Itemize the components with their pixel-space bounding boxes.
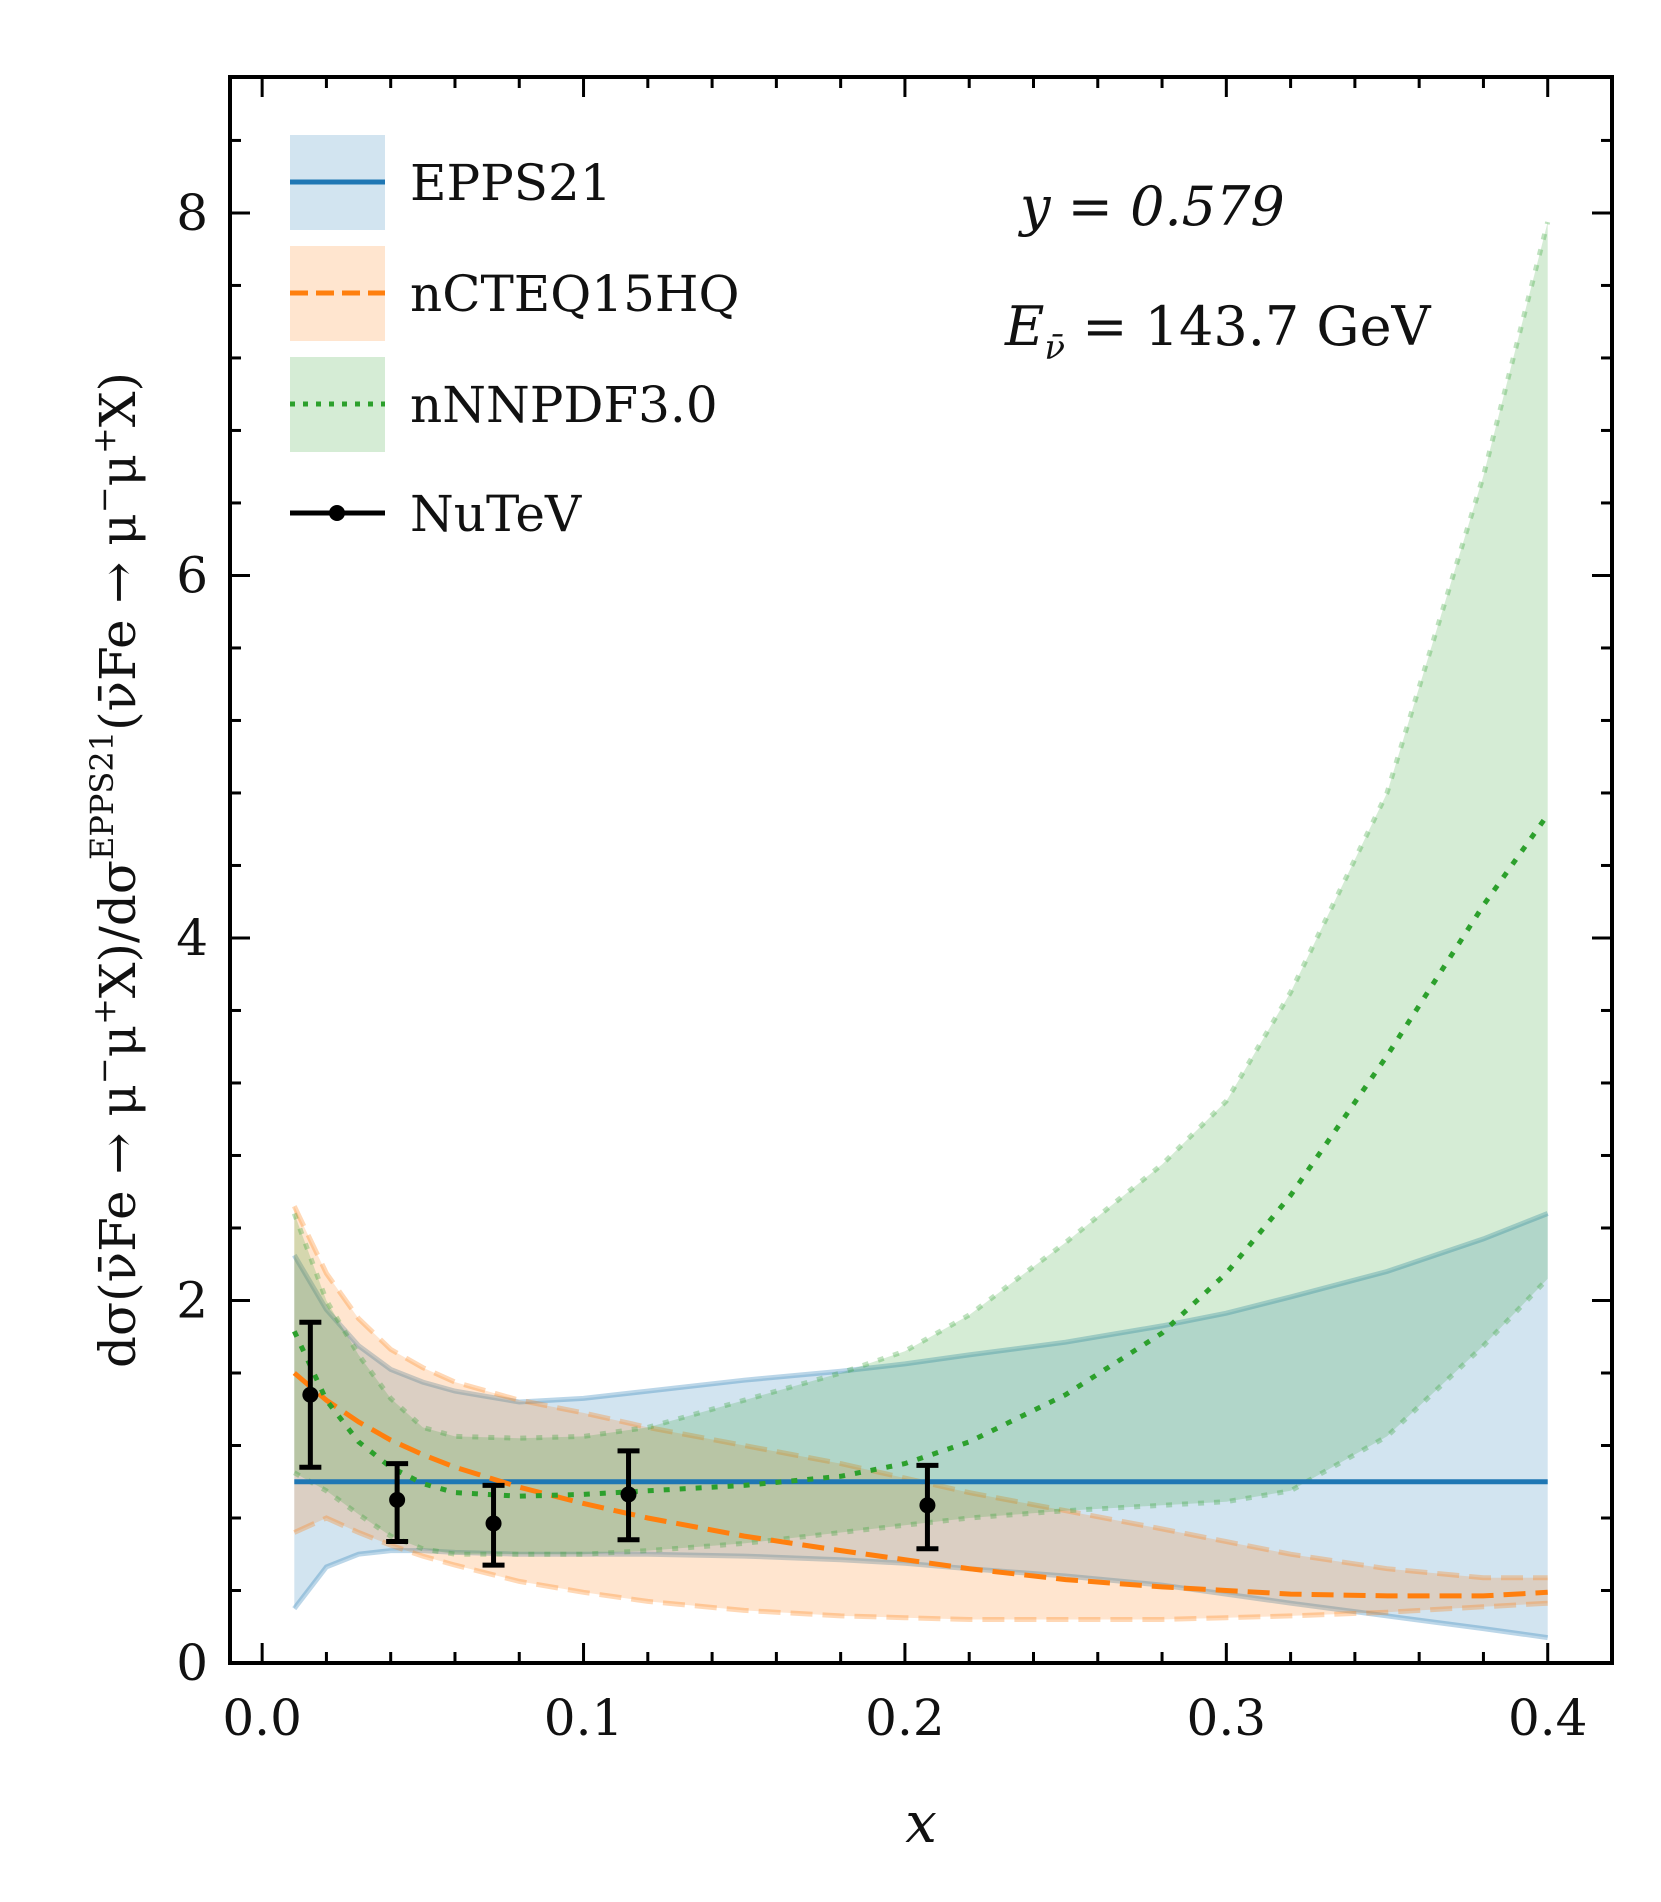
annotations: y = 0.579 Eν̄ = 143.7 GeV [1004,175,1432,368]
nutev-point-5 [916,1462,939,1552]
x-tick-label: 0.2 [865,1689,945,1747]
legend-item-nnnpdf30: nNNPDF3.0 [290,357,718,452]
nutev-marker-3 [485,1515,502,1532]
legend-label-nutev: NuTeV [410,485,582,543]
annotation-energy-symbol: E [1004,295,1044,358]
nutev-point-1 [299,1319,322,1470]
band-nnnpdf30 [294,222,1548,1555]
axis-tick-labels: 0.0 0.1 0.2 0.3 0.4 0 2 4 6 8 [176,184,1587,1747]
legend-item-nutev: NuTeV [290,485,582,543]
y-tick-label: 8 [176,184,208,242]
legend: EPPS21 nCTEQ15HQ nNNPDF3.0 NuTeV [290,135,740,543]
central-line-nnnpdf30 [292,813,1550,1499]
plot-frame [228,75,1614,1665]
legend-item-ncteq15hq: nCTEQ15HQ [290,246,740,341]
x-tick-label: 0.3 [1187,1689,1267,1747]
band-upper-edge-ncteq15hq [292,1205,1548,1581]
x-axis-label: x [905,1791,937,1856]
nutev-marker-2 [389,1491,406,1508]
nutev-marker-1 [302,1386,319,1403]
band-upper-edge-epps21 [292,1211,1549,1405]
nutev-point-4 [617,1448,640,1543]
y-tick-label: 6 [176,546,208,604]
legend-label-ncteq15hq: nCTEQ15HQ [410,265,740,323]
x-tick-label: 0.4 [1508,1689,1588,1747]
x-tick-label: 0.1 [544,1689,624,1747]
band-lower-edge-epps21 [292,1548,1549,1641]
annotation-energy: Eν̄ = 143.7 GeV [1004,295,1432,368]
nutev-point-2 [386,1461,409,1545]
y-tick-label: 2 [176,1271,208,1329]
annotation-energy-subscript: ν̄ [1044,328,1065,368]
y-tick-label: 4 [176,909,208,967]
uncertainty-bands [291,221,1551,1641]
nutev-marker-5 [919,1497,936,1514]
axis-ticks [230,77,1612,1665]
band-lower-edge-ncteq15hq [293,1515,1548,1622]
annotation-y-value: y = 0.579 [1018,175,1285,238]
legend-marker-nutev [329,505,345,521]
legend-item-epps21: EPPS21 [290,135,612,230]
nutev-marker-4 [620,1486,637,1503]
band-epps21 [294,1213,1548,1638]
y-axis-label: dσ(ν̄Fe → μ−μ+X)/dσEPPS21(ν̄Fe → μ−μ+X) [83,372,147,1368]
band-lower-edge-nnnpdf30 [293,1276,1550,1557]
annotation-energy-value: = 143.7 GeV [1065,295,1431,358]
nutev-points [299,1319,939,1568]
nutev-point-3 [482,1482,505,1568]
legend-label-epps21: EPPS21 [410,154,612,212]
y-tick-label: 0 [176,1634,208,1692]
band-ncteq15hq [294,1206,1548,1620]
legend-label-nnnpdf30: nNNPDF3.0 [410,376,718,434]
central-line-ncteq15hq [292,1371,1548,1599]
x-tick-label: 0.0 [222,1689,302,1747]
